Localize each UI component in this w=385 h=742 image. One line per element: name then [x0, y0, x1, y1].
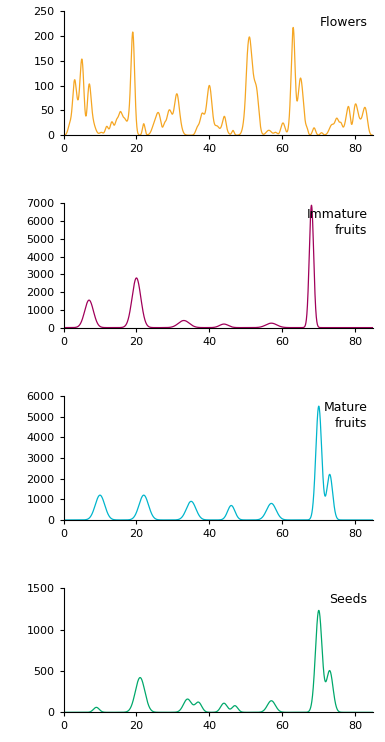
- Text: Flowers: Flowers: [320, 16, 367, 29]
- Text: Immature
fruits: Immature fruits: [306, 209, 367, 237]
- Text: Mature
fruits: Mature fruits: [323, 401, 367, 430]
- Text: Seeds: Seeds: [329, 593, 367, 606]
